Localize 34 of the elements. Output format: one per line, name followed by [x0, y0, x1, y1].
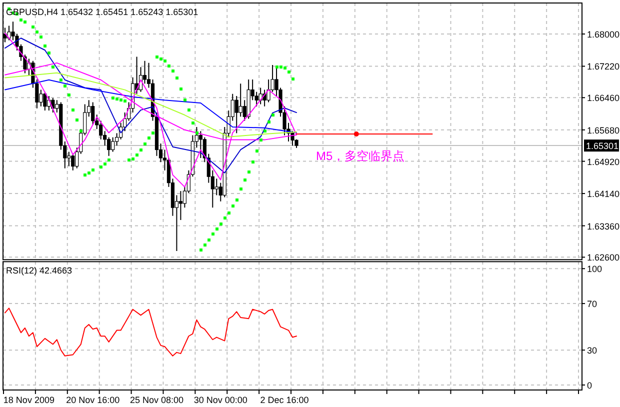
ref-line-label: 1.65301: [586, 141, 619, 152]
y-tick-label: 30: [587, 346, 598, 356]
candlestick: [91, 102, 95, 126]
x-tick-label: 30 Nov 00:00: [194, 395, 248, 405]
x-tick-label: 25 Nov 08:00: [130, 395, 184, 405]
line-series: [4, 72, 297, 138]
y-tick-label: 1.67220: [587, 62, 620, 72]
y-tick-label: 1.64140: [587, 189, 620, 200]
candlestick: [7, 25, 11, 41]
candlestick: [238, 83, 242, 118]
candlestick: [178, 190, 182, 220]
y-tick-label: 0: [587, 380, 592, 390]
y-tick-label: 70: [587, 299, 598, 310]
y-tick-label: 1.63360: [587, 221, 620, 232]
line-series: [4, 79, 297, 134]
y-tick-label: 1.62600: [587, 252, 620, 263]
x-tick-label: 2 Dec 16:00: [260, 395, 309, 405]
chart-title: RSI(12) 42.4663: [6, 266, 72, 276]
candlestick: [111, 136, 115, 152]
line-series: [4, 308, 297, 356]
candlestick: [71, 153, 75, 171]
candlestick: [214, 178, 218, 196]
y-tick-label: 1.68000: [587, 30, 620, 40]
x-tick-label: 18 Nov 2009: [3, 395, 54, 405]
y-tick-label: 1.64920: [587, 156, 620, 167]
chart-title: GBPUSD,H4 1.65432 1.65451 1.65243 1.65301: [6, 7, 198, 17]
y-tick-label: 1.66460: [587, 93, 620, 104]
candlestick: [43, 91, 47, 111]
y-tick-label: 1.65680: [587, 125, 620, 136]
annotation: M5，多空临界点: [316, 149, 405, 163]
y-tick-label: 100: [587, 264, 602, 274]
candlestick: [258, 87, 262, 105]
candlestick: [198, 130, 202, 158]
x-tick-label: 20 Nov 16:00: [66, 395, 120, 405]
